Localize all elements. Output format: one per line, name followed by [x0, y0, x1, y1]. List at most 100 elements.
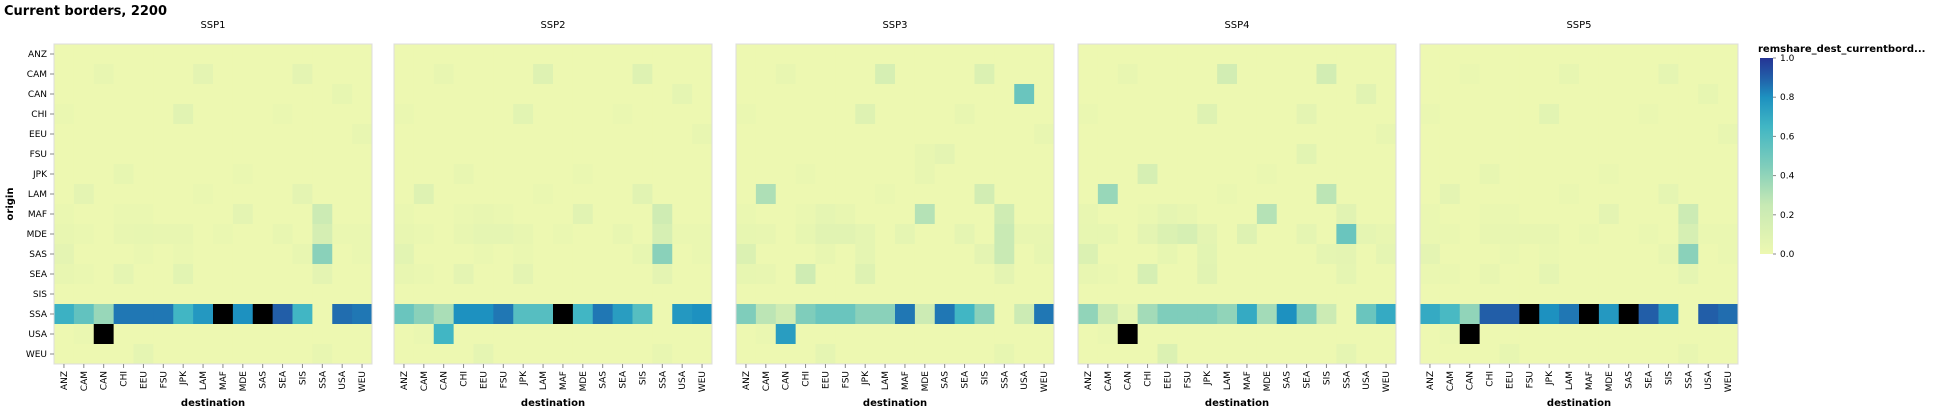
heatmap-cell: [1598, 144, 1620, 165]
heatmap-cell: [232, 224, 254, 245]
heatmap-cell: [1376, 64, 1397, 85]
heatmap-cell: [1296, 224, 1317, 245]
heatmap-cell: [1579, 144, 1600, 165]
heatmap-cell: [252, 144, 274, 165]
heatmap-cell: [1718, 224, 1739, 245]
heatmap-cell: [1137, 64, 1158, 85]
heatmap-cell: [1420, 284, 1441, 305]
heatmap-cell: [1439, 84, 1461, 105]
heatmap-cell: [1256, 64, 1278, 85]
heatmap-cell: [1276, 304, 1298, 325]
heatmap-cell: [513, 104, 534, 125]
heatmap-cell: [775, 284, 797, 305]
heatmap-cell: [1157, 304, 1178, 325]
heatmap-cell: [914, 124, 936, 145]
heatmap-cell: [1217, 84, 1238, 105]
heatmap-cell: [1316, 64, 1337, 85]
heatmap-cell: [795, 44, 816, 65]
heatmap-cell: [914, 204, 936, 225]
heatmap-cell: [1296, 84, 1317, 105]
heatmap-cell: [1117, 304, 1139, 325]
heatmap-cell: [352, 344, 373, 365]
heatmap-cell: [1356, 64, 1377, 85]
heatmap-cell: [93, 324, 115, 345]
heatmap-cell: [815, 84, 836, 105]
heatmap-cell: [1559, 164, 1580, 185]
heatmap-cell: [1296, 104, 1317, 125]
heatmap-cell: [1376, 304, 1397, 325]
heatmap-cell: [54, 264, 75, 285]
heatmap-cell: [934, 84, 956, 105]
heatmap-cell: [755, 124, 777, 145]
heatmap-cell: [1256, 124, 1278, 145]
heatmap-cell: [1579, 64, 1600, 85]
heatmap-cell: [1217, 344, 1238, 365]
heatmap-cell: [493, 184, 514, 205]
heatmap-cell: [1698, 144, 1719, 165]
heatmap-cell: [312, 44, 333, 65]
heatmap-cell: [133, 184, 154, 205]
heatmap-cell: [914, 304, 936, 325]
heatmap-cell: [1559, 204, 1580, 225]
heatmap-cell: [875, 64, 896, 85]
heatmap-cell: [1336, 84, 1357, 105]
heatmap-cell: [954, 64, 975, 85]
heatmap-cell: [1718, 264, 1739, 285]
heatmap-cell: [1638, 304, 1659, 325]
heatmap-cell: [1698, 84, 1719, 105]
heatmap-cell: [113, 324, 134, 345]
heatmap-cell: [1356, 264, 1377, 285]
heatmap-cell: [755, 244, 777, 265]
heatmap-cell: [1439, 144, 1461, 165]
heatmap-cell: [1356, 104, 1377, 125]
heatmap-cell: [994, 144, 1015, 165]
heatmap-cell: [1356, 84, 1377, 105]
heatmap-cell: [292, 344, 313, 365]
heatmap-cell: [1256, 264, 1278, 285]
y-tick-label: CHI: [31, 110, 47, 120]
heatmap-cell: [1598, 344, 1620, 365]
heatmap-cell: [1177, 264, 1198, 285]
y-tick-label: MDE: [27, 230, 48, 240]
heatmap-cell: [1420, 204, 1441, 225]
heatmap-cell: [533, 344, 554, 365]
heatmap-cell: [1598, 304, 1620, 325]
panel-frame: [393, 43, 713, 365]
heatmap-cell: [352, 64, 373, 85]
heatmap-cell: [775, 164, 797, 185]
heatmap-cell: [672, 164, 693, 185]
heatmap-cell: [795, 204, 816, 225]
heatmap-cell: [553, 324, 574, 345]
heatmap-cell: [1336, 344, 1357, 365]
heatmap-cell: [954, 304, 975, 325]
heatmap-cell: [1479, 264, 1500, 285]
heatmap-cell: [1519, 264, 1540, 285]
x-tick-label: WEU: [1040, 371, 1050, 392]
heatmap-cell: [394, 224, 415, 245]
heatmap-cell: [332, 64, 353, 85]
heatmap-cell: [974, 104, 995, 125]
heatmap-cell: [93, 224, 115, 245]
heatmap-cell: [1479, 304, 1500, 325]
heatmap-cell: [1638, 124, 1659, 145]
heatmap-cell: [213, 244, 234, 265]
heatmap-cell: [1658, 184, 1679, 205]
heatmap-cell: [1034, 144, 1055, 165]
heatmap-cell: [1336, 104, 1357, 125]
heatmap-cell: [1117, 124, 1139, 145]
heatmap-cell: [93, 84, 115, 105]
heatmap-cell: [592, 344, 614, 365]
panel-title: SSP4: [1224, 20, 1249, 31]
heatmap-cell: [974, 264, 995, 285]
heatmap-cell: [1479, 204, 1500, 225]
x-tick-label: WEU: [1724, 371, 1734, 392]
heatmap-cell: [1217, 244, 1238, 265]
heatmap-cell: [632, 104, 653, 125]
heatmap-cell: [692, 344, 713, 365]
heatmap-cell: [93, 204, 115, 225]
heatmap-cell: [875, 144, 896, 165]
heatmap-cell: [1718, 204, 1739, 225]
heatmap-cell: [332, 184, 353, 205]
heatmap-cell: [1137, 204, 1158, 225]
heatmap-cell: [252, 204, 274, 225]
